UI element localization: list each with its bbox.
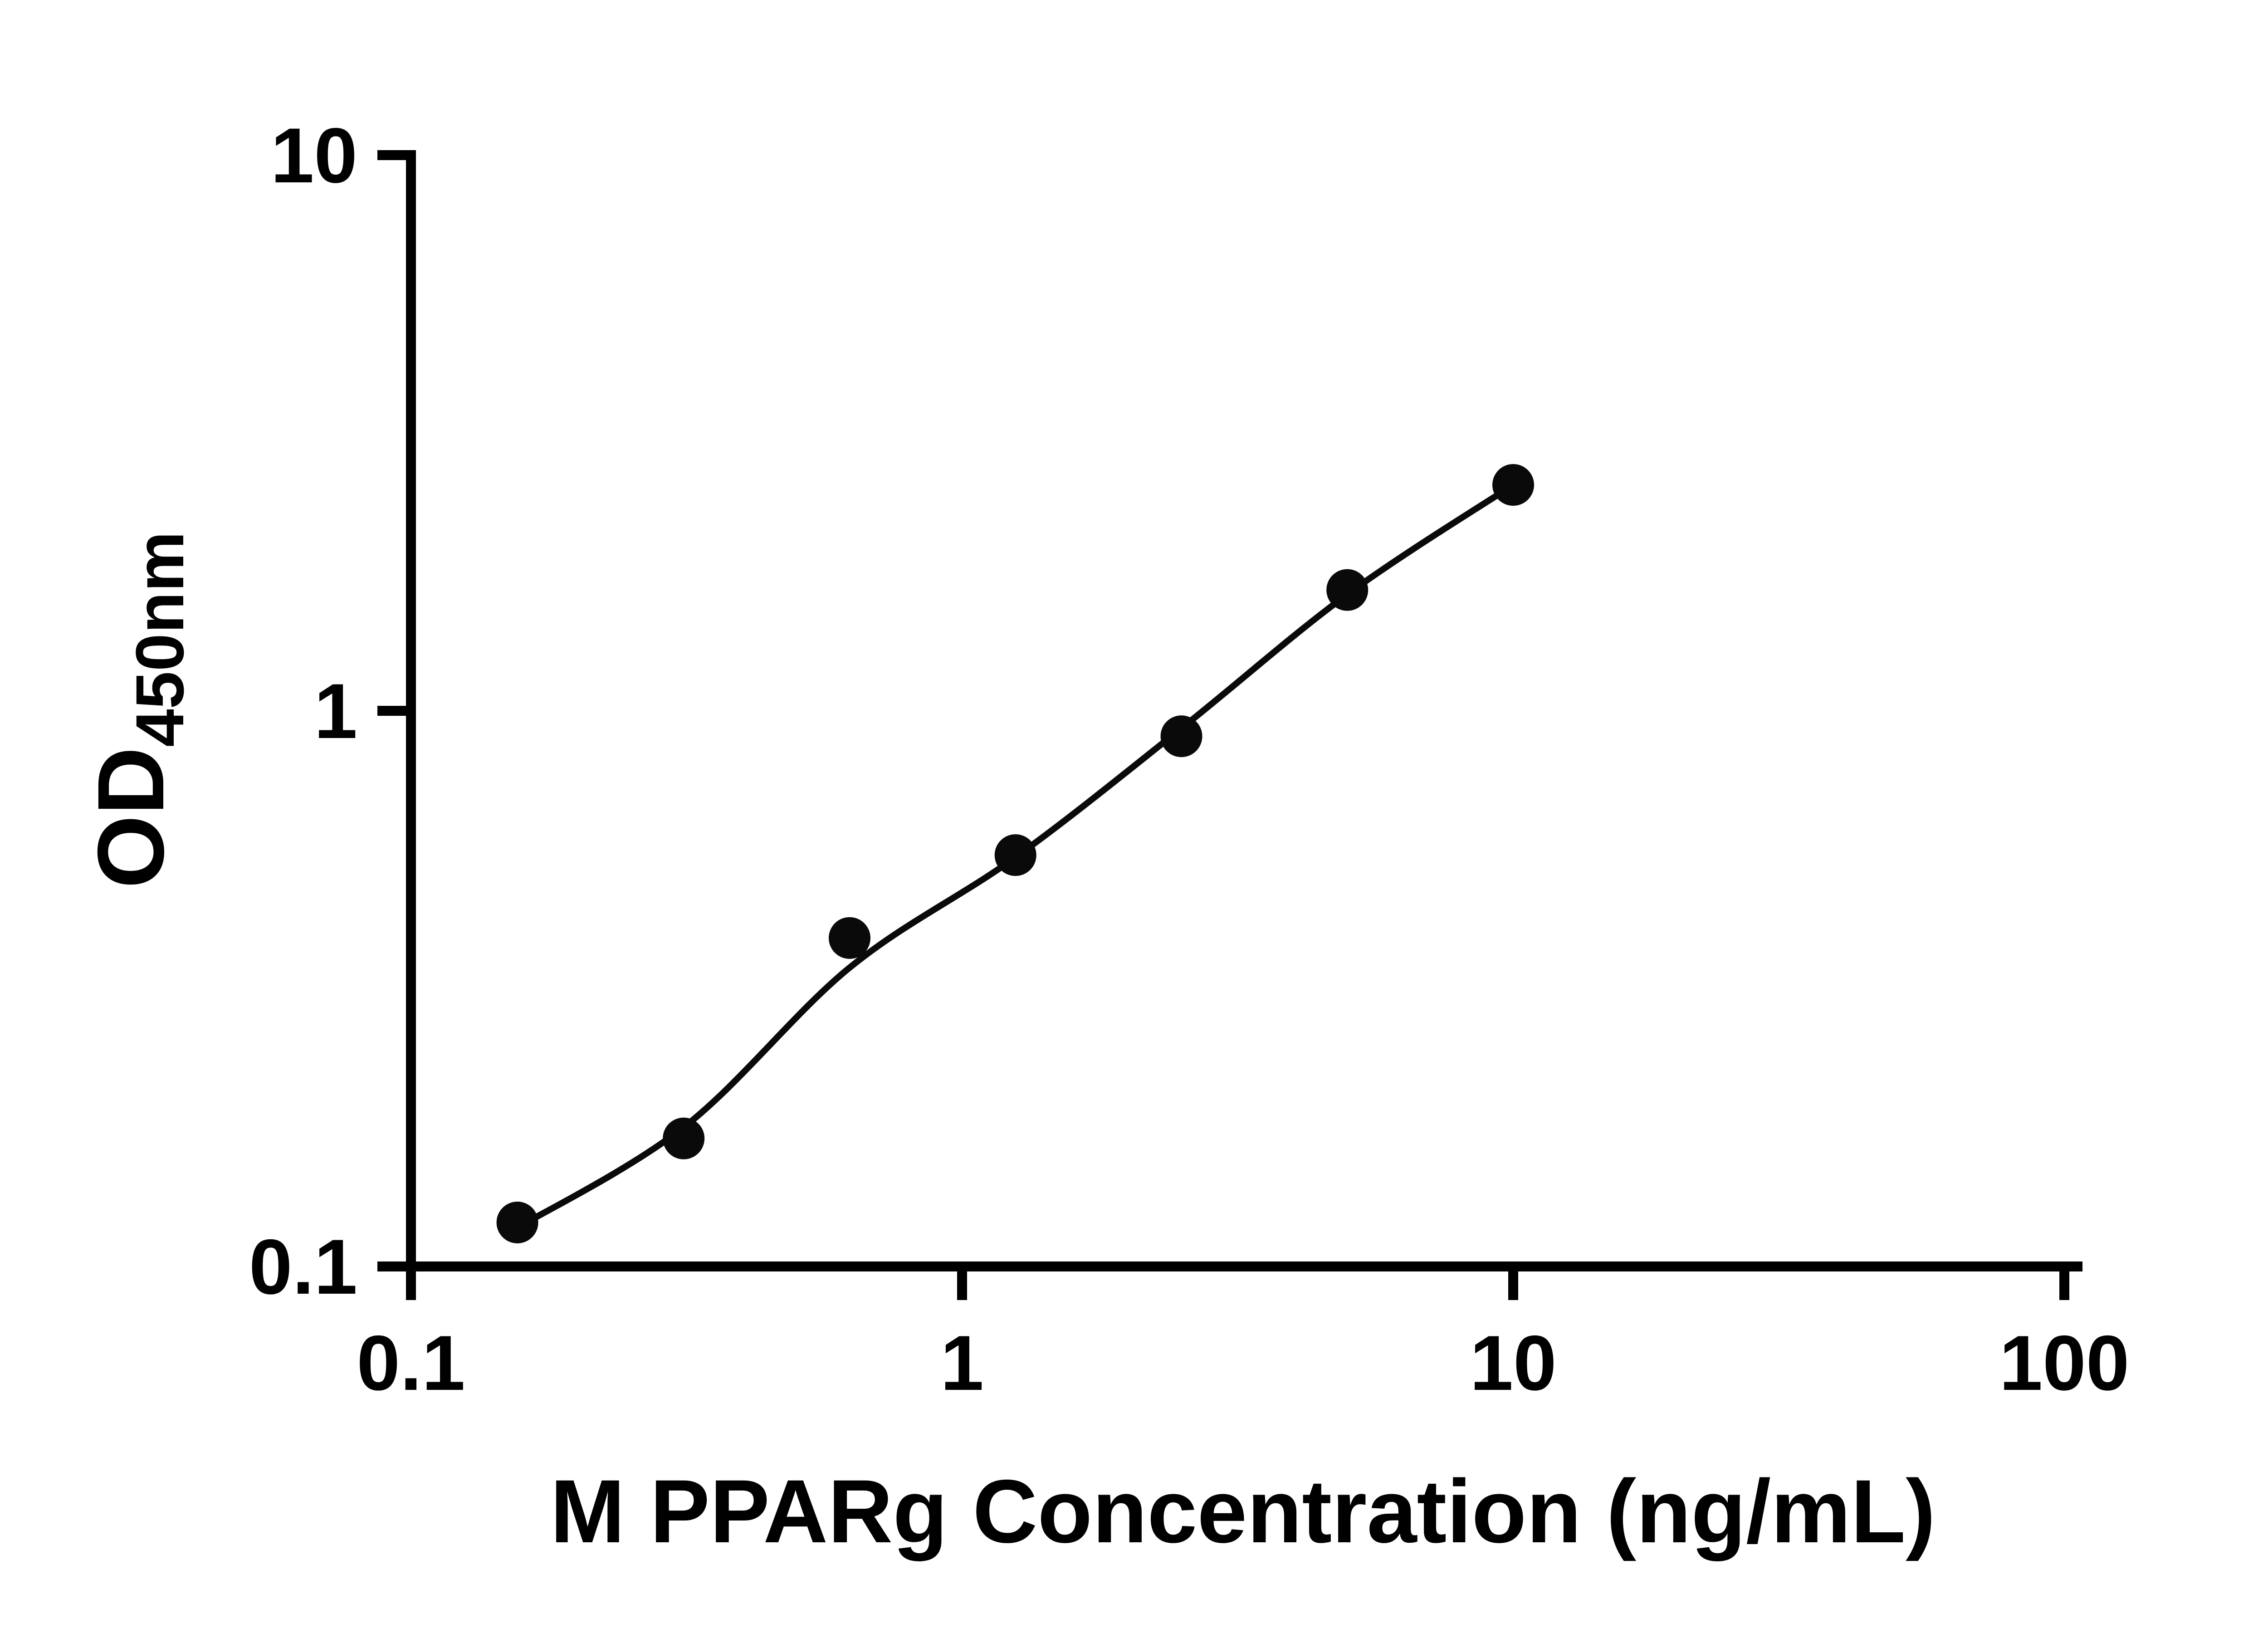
y-axis-title-main: OD bbox=[78, 747, 184, 889]
axis-ticks-and-labels: 0.1 1 10 0.1 1 10 100 bbox=[249, 112, 2130, 1407]
data-point-marker bbox=[829, 917, 870, 959]
data-point-marker bbox=[663, 1117, 705, 1159]
y-tick-label: 1 bbox=[314, 668, 357, 755]
y-axis-title: OD450nm bbox=[78, 531, 198, 888]
x-axis-title: M PPARg Concentration (ng/mL) bbox=[550, 1461, 1936, 1561]
x-tick-label: 1 bbox=[940, 1320, 984, 1407]
data-point-marker bbox=[1326, 569, 1369, 611]
x-tick-label: 10 bbox=[1470, 1320, 1556, 1407]
data-point-marker bbox=[994, 834, 1036, 876]
data-points bbox=[496, 464, 1534, 1243]
y-axis-title-subscript: 450nm bbox=[122, 531, 198, 747]
x-tick-label: 100 bbox=[1999, 1320, 2130, 1407]
data-point-marker bbox=[1492, 464, 1534, 506]
data-point-marker bbox=[496, 1202, 538, 1243]
axes bbox=[406, 150, 2082, 1271]
y-tick-label: 0.1 bbox=[249, 1223, 357, 1310]
data-point-marker bbox=[1160, 715, 1202, 758]
y-tick-label: 10 bbox=[271, 112, 357, 199]
x-tick-label: 0.1 bbox=[357, 1320, 465, 1407]
